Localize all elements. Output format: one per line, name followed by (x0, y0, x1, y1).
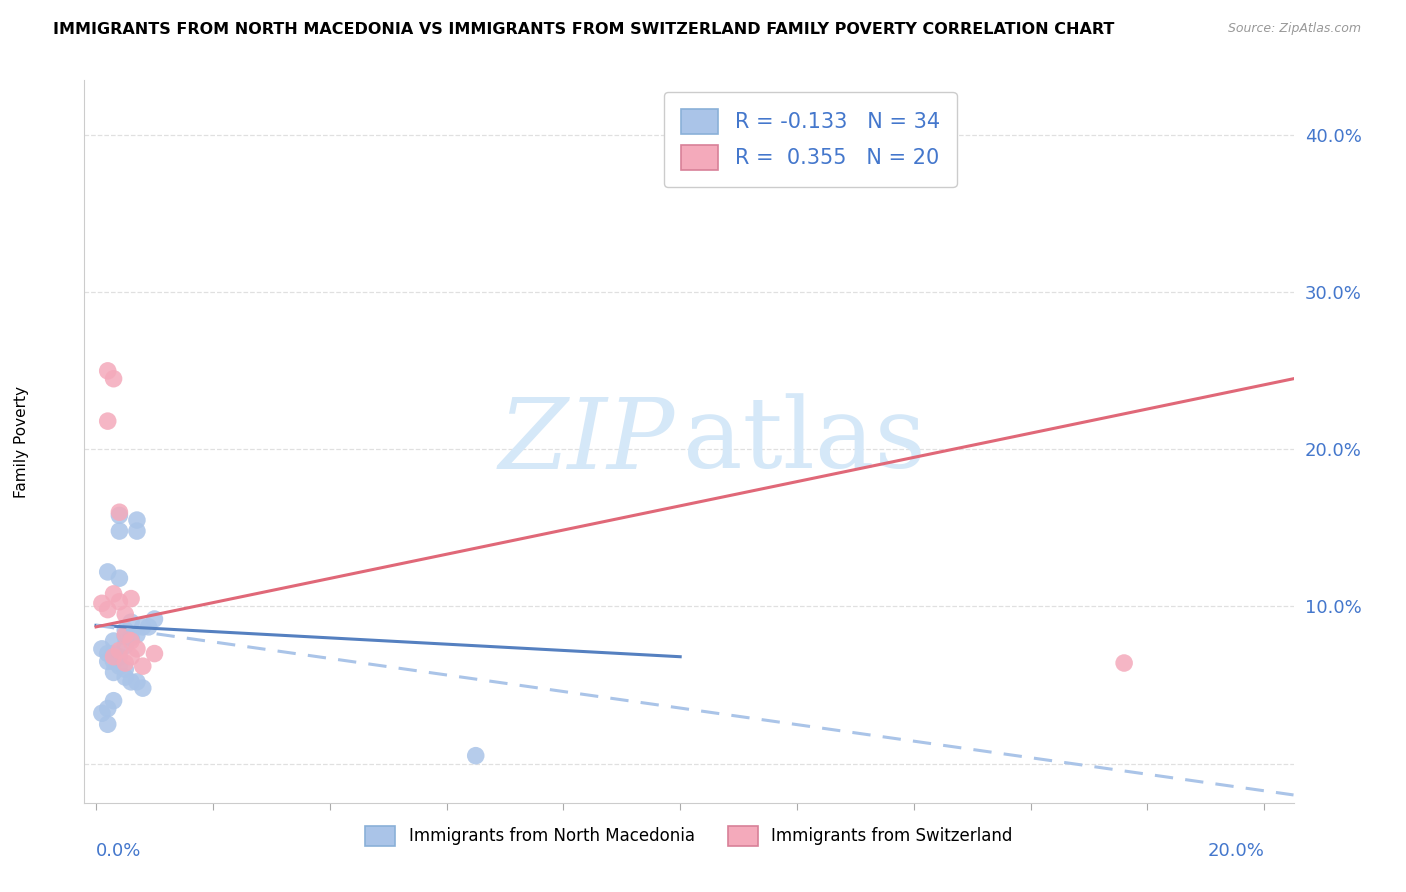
Point (120, 631, 142, 645)
Text: atlas: atlas (683, 393, 925, 490)
Point (138, 620, 160, 634)
Point (103, 372, 125, 386)
Point (103, 634, 125, 648)
Point (103, 665, 125, 680)
Point (108, 508, 131, 523)
Point (120, 674, 142, 689)
Text: 0.0%: 0.0% (96, 842, 142, 860)
Point (125, 513, 148, 527)
Point (97, 414, 120, 428)
Point (103, 649, 125, 664)
Point (120, 615, 142, 630)
Point (90, 596, 112, 610)
Point (97, 565, 120, 579)
Point (120, 649, 142, 664)
Point (125, 628, 148, 642)
Point (120, 634, 142, 648)
Point (114, 628, 136, 642)
Point (97, 602, 120, 616)
Point (143, 612, 166, 626)
Point (114, 639, 136, 653)
Text: 20.0%: 20.0% (1208, 842, 1264, 860)
Point (114, 623, 136, 637)
Point (125, 674, 148, 689)
Point (97, 701, 120, 715)
Point (103, 694, 125, 708)
Point (103, 647, 125, 661)
Point (108, 571, 131, 585)
Text: Source: ZipAtlas.com: Source: ZipAtlas.com (1227, 22, 1361, 36)
Point (143, 647, 166, 661)
Point (108, 659, 131, 673)
Point (108, 595, 131, 609)
Text: IMMIGRANTS FROM NORTH MACEDONIA VS IMMIGRANTS FROM SWITZERLAND FAMILY POVERTY CO: IMMIGRANTS FROM NORTH MACEDONIA VS IMMIG… (53, 22, 1115, 37)
Point (1114, 656, 1136, 670)
Point (114, 656, 136, 670)
Point (114, 670, 136, 684)
Point (103, 655, 125, 669)
Text: ZIP: ZIP (498, 394, 675, 489)
Point (108, 649, 131, 664)
Point (108, 524, 131, 538)
Y-axis label: Family Poverty: Family Poverty (14, 385, 28, 498)
Point (108, 643, 131, 657)
Point (97, 717, 120, 731)
Point (108, 505, 131, 519)
Point (125, 641, 148, 656)
Point (120, 591, 142, 606)
Point (90, 706, 112, 721)
Point (132, 681, 155, 695)
Point (97, 364, 120, 378)
Point (125, 524, 148, 538)
Point (103, 587, 125, 601)
Point (132, 659, 155, 673)
Point (97, 655, 120, 669)
Point (90, 641, 112, 656)
Point (97, 647, 120, 661)
Point (464, 748, 486, 763)
Point (114, 662, 136, 676)
Point (114, 629, 136, 643)
Point (132, 620, 155, 634)
Point (114, 607, 136, 622)
Legend: Immigrants from North Macedonia, Immigrants from Switzerland: Immigrants from North Macedonia, Immigra… (352, 813, 1026, 860)
